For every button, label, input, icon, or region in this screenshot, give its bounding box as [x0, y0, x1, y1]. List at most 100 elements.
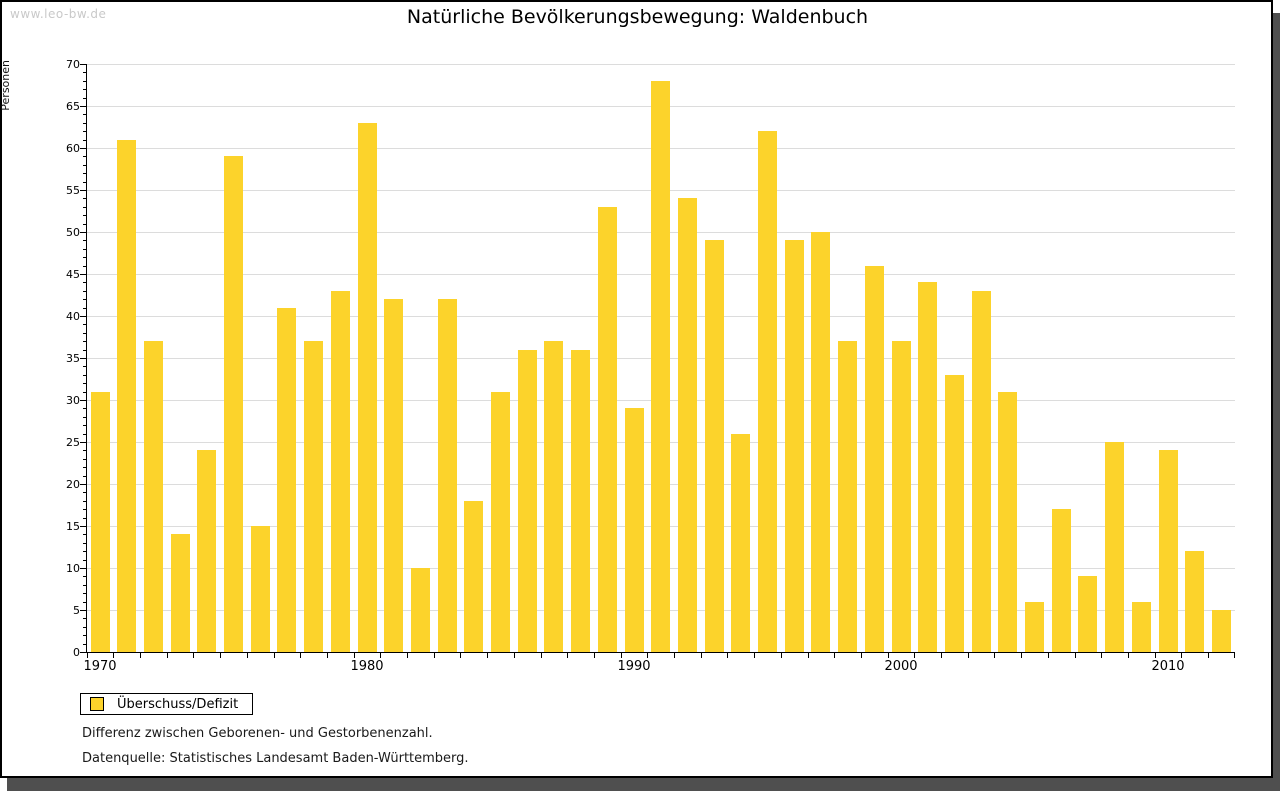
- y-axis-tick-major: [80, 274, 87, 275]
- bar-1981: [384, 299, 404, 652]
- x-axis-label-1990: 1990: [617, 659, 651, 674]
- x-axis-tick: [780, 653, 782, 658]
- y-axis-tick-minor: [83, 122, 87, 124]
- x-axis-tick: [860, 653, 862, 658]
- y-axis-tick-minor: [83, 391, 87, 393]
- y-axis-tick-major: [80, 484, 87, 485]
- y-axis-tick-major: [80, 316, 87, 317]
- x-axis-label-1980: 1980: [350, 659, 384, 674]
- y-axis-tick-minor: [83, 240, 87, 242]
- x-axis-tick: [1021, 653, 1023, 658]
- y-axis-tick-major: [80, 526, 87, 527]
- y-axis-tick-minor: [83, 366, 87, 368]
- y-axis-tick-label: 45: [66, 268, 80, 281]
- y-axis-tick-label: 35: [66, 352, 80, 365]
- y-axis-tick-major: [80, 232, 87, 233]
- bar-1978: [304, 341, 324, 652]
- y-axis-tick-minor: [83, 416, 87, 418]
- y-axis-tick-minor: [83, 500, 87, 502]
- note-datasource: Datenquelle: Statistisches Landesamt Bad…: [82, 751, 469, 766]
- x-axis-label-1970: 1970: [83, 659, 117, 674]
- note-definition: Differenz zwischen Geborenen- und Gestor…: [82, 726, 433, 741]
- y-axis-tick-minor: [83, 72, 87, 74]
- x-axis-tick: [407, 653, 409, 658]
- y-axis-tick-minor: [83, 618, 87, 620]
- bar-2003: [971, 290, 991, 652]
- x-axis-tick: [487, 653, 489, 658]
- bar-2000: [891, 341, 911, 652]
- bar-1999: [864, 265, 884, 652]
- y-axis-tick-minor: [83, 290, 87, 292]
- y-axis-tick-minor: [83, 257, 87, 259]
- y-axis-tick-label: 20: [66, 478, 80, 491]
- x-axis-tick: [674, 653, 676, 658]
- x-axis-tick: [113, 653, 115, 658]
- x-axis-tick: [433, 653, 435, 658]
- x-axis-tick: [1127, 653, 1129, 658]
- bar-1989: [597, 206, 617, 652]
- bar-1983: [437, 299, 457, 652]
- y-axis-tick-minor: [83, 349, 87, 351]
- y-axis-tick-minor: [83, 374, 87, 376]
- y-axis-tick-major: [80, 148, 87, 149]
- bar-1996: [784, 240, 804, 652]
- y-axis-tick-minor: [83, 542, 87, 544]
- y-axis-tick-minor: [83, 181, 87, 183]
- y-axis-tick-minor: [83, 509, 87, 511]
- bar-1997: [811, 232, 831, 652]
- x-axis-tick: [326, 653, 328, 658]
- y-axis-tick-minor: [83, 433, 87, 435]
- y-axis-tick-label: 30: [66, 394, 80, 407]
- chart-window-frame: www.leo-bw.de Natürliche Bevölkerungsbew…: [0, 0, 1273, 778]
- bar-2004: [998, 391, 1018, 652]
- y-axis-tick-major: [80, 106, 87, 107]
- y-axis-tick-minor: [83, 584, 87, 586]
- x-axis-tick: [540, 653, 542, 658]
- y-axis-tick-label: 10: [66, 562, 80, 575]
- y-axis-tick-minor: [83, 450, 87, 452]
- bar-1970: [90, 391, 110, 652]
- x-axis-tick: [300, 653, 302, 658]
- y-axis-tick-major: [80, 610, 87, 611]
- y-axis-tick-major: [80, 190, 87, 191]
- y-axis-tick-major: [80, 568, 87, 569]
- plot-area: 0 5 10 15 20 25 30 35 40 45 50 55 60 65 70 1970 1980 1990…: [66, 58, 1235, 674]
- y-axis-tick-minor: [83, 223, 87, 225]
- y-axis-tick-minor: [83, 265, 87, 267]
- bar-1973: [170, 534, 190, 652]
- x-axis-tick: [380, 653, 382, 658]
- bar-1992: [677, 198, 697, 652]
- y-axis-tick-minor: [83, 458, 87, 460]
- x-axis-tick: [834, 653, 836, 658]
- bar-1977: [277, 307, 297, 652]
- x-axis-tick: [727, 653, 729, 658]
- bar-2001: [918, 282, 938, 652]
- y-axis-tick-label: 25: [66, 436, 80, 449]
- x-axis-tick: [87, 653, 88, 658]
- bar-1975: [224, 156, 243, 652]
- y-axis-tick-minor: [83, 626, 87, 628]
- x-axis-tick: [941, 653, 943, 658]
- y-axis-tick-major: [80, 358, 87, 359]
- y-axis-tick-minor: [83, 635, 87, 637]
- y-axis-tick-minor: [83, 576, 87, 578]
- x-axis-tick: [1234, 653, 1235, 658]
- x-axis-tick: [1074, 653, 1076, 658]
- x-axis-tick: [967, 653, 969, 658]
- bar-1998: [838, 341, 858, 652]
- x-axis-tick: [353, 653, 355, 658]
- x-axis-tick: [887, 653, 889, 658]
- y-axis-tick-minor: [83, 517, 87, 519]
- x-axis-label-2010: 2010: [1151, 659, 1185, 674]
- y-axis-tick-label: 55: [66, 184, 80, 197]
- y-axis-tick-minor: [83, 89, 87, 91]
- x-axis-label-2000: 2000: [884, 659, 918, 674]
- bar-2009: [1131, 601, 1151, 652]
- bar-2006: [1051, 509, 1071, 652]
- y-axis-tick-major: [80, 400, 87, 401]
- watermark-text: www.leo-bw.de: [10, 7, 107, 21]
- y-axis-tick-major: [80, 64, 87, 65]
- bar-1987: [544, 341, 564, 652]
- y-axis-tick-label: 50: [66, 226, 80, 239]
- x-axis-tick: [914, 653, 916, 658]
